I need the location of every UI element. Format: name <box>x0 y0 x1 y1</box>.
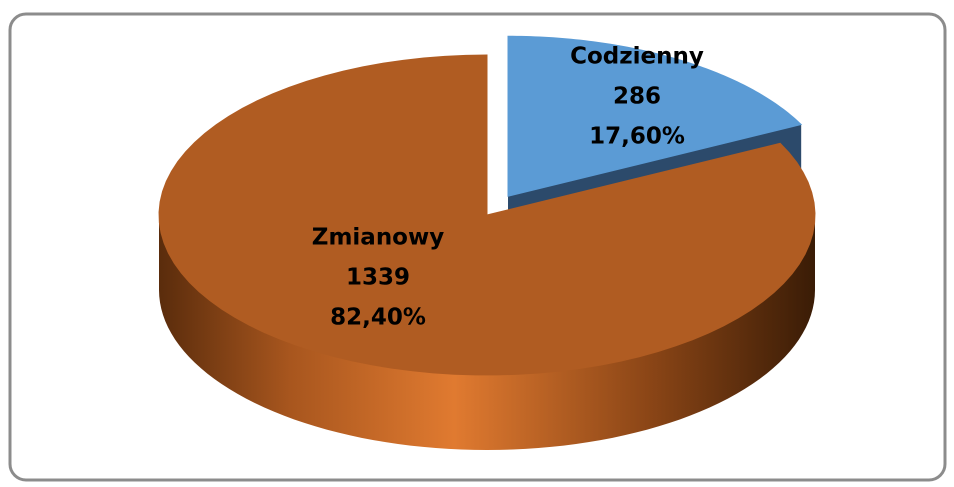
slice <box>158 54 816 376</box>
value-label: 1339 <box>346 265 410 291</box>
slice <box>507 35 803 197</box>
percent-label: 17,60% <box>589 124 685 150</box>
plot: Codzienny 286 17,60% Zmianowy 1339 82,40% <box>158 35 816 450</box>
slice-label: Codzienny <box>570 44 704 70</box>
value-label: 286 <box>613 84 661 110</box>
percent-label: 82,40% <box>330 305 426 331</box>
slice-side <box>159 215 815 450</box>
slice-label: Zmianowy <box>312 225 444 251</box>
